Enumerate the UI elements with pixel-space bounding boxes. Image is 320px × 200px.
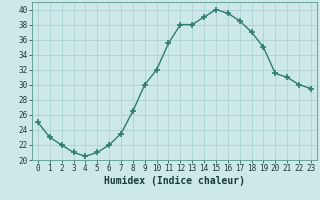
X-axis label: Humidex (Indice chaleur): Humidex (Indice chaleur) <box>104 176 245 186</box>
